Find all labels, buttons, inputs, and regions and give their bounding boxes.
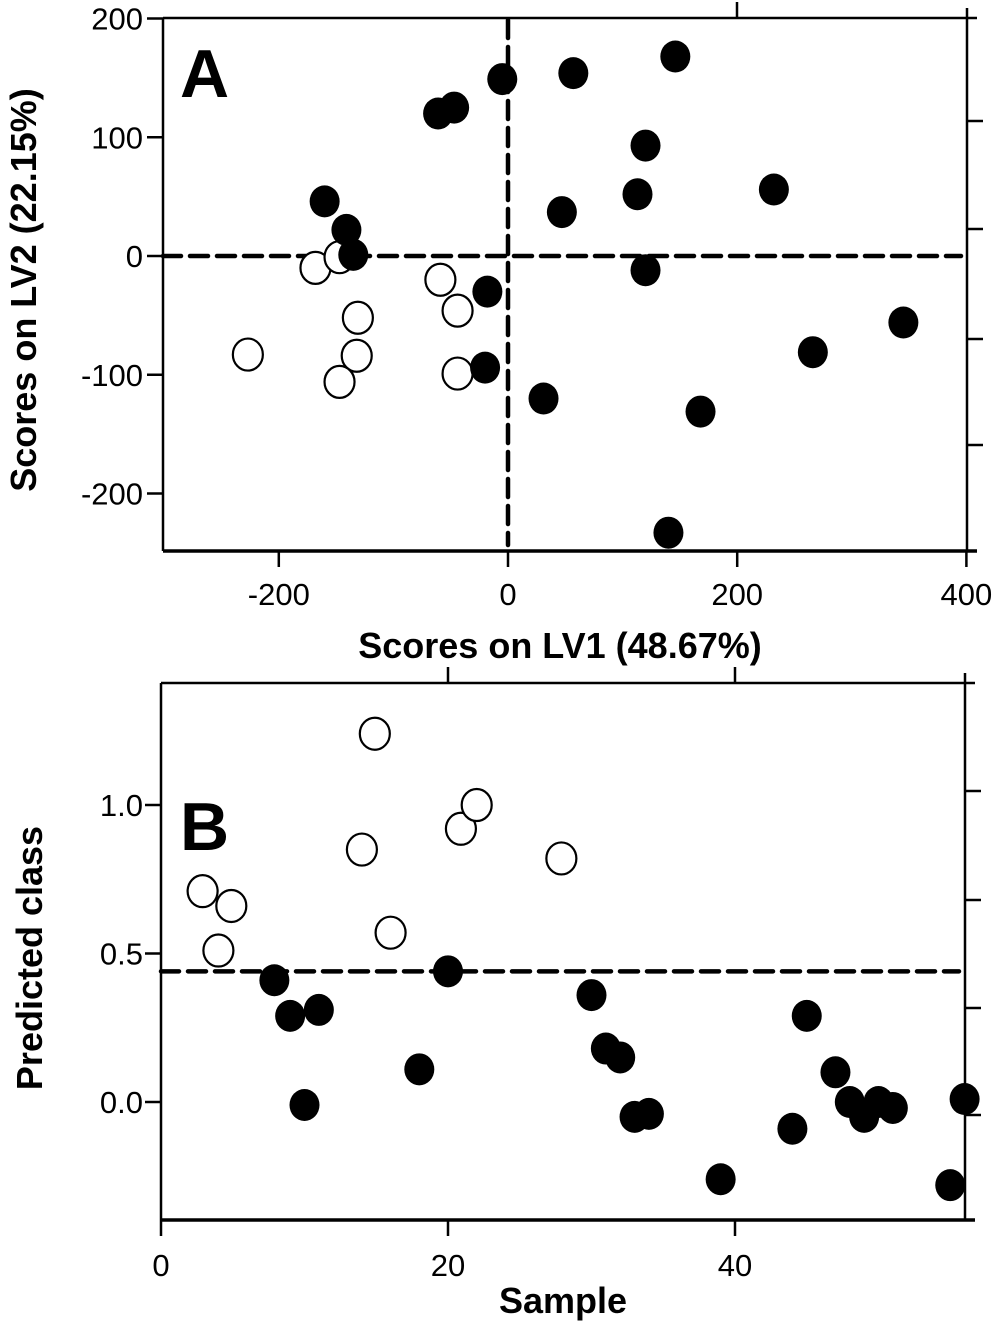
filled-circle-point [433,955,463,988]
filled-circle-point [758,173,789,206]
x-tick-label: 0 [499,577,516,612]
y-tick-label: -100 [81,358,143,393]
open-circle-point [186,874,219,909]
filled-circle-point [888,306,919,339]
panel-b-y-ticks: 0.0 0.5 1.0 [100,788,161,1120]
panel-a-points [231,40,919,549]
panel-b-prediction-plot: 0 20 40 0.0 0.5 1.0 B Sample Predicted class [9,667,981,1321]
panel-b-y-axis-title: Predicted class [9,826,50,1090]
filled-circle-point [949,1083,980,1116]
filled-circle-point [797,336,828,369]
filled-circle-point [546,196,577,229]
filled-circle-point [472,275,503,308]
open-circle-point [323,364,356,399]
filled-circle-point [685,395,716,428]
panel-b-x-axis-title: Sample [499,1280,627,1321]
filled-circle-point [404,1053,435,1086]
filled-circle-point [605,1041,636,1074]
filled-circle-point [777,1112,808,1145]
filled-circle-point [309,185,340,218]
open-circle-point [215,888,248,924]
open-circle-point [358,716,391,751]
open-circle-point [345,832,378,867]
x-tick-label: 40 [718,1248,752,1283]
filled-circle-point [331,213,362,246]
filled-circle-point [791,999,822,1032]
filled-circle-point [487,63,518,96]
filled-circle-point [470,351,501,384]
filled-circle-point [630,129,661,162]
panel-a-reference-lines [160,17,964,548]
filled-circle-point [528,382,559,415]
open-circle-point [441,293,474,328]
panel-b-points [186,716,980,1202]
y-tick-label: 200 [91,2,143,37]
filled-circle-point [289,1088,320,1121]
y-tick-label: 0.0 [100,1085,143,1120]
y-tick-label: 1.0 [100,788,143,823]
x-tick-label: -200 [248,577,310,612]
panel-a-y-ticks: -200 -100 0 100 200 [81,2,163,512]
open-circle-point [231,337,264,372]
panel-b-x-ticks: 0 20 40 [152,1220,752,1283]
filled-circle-point [558,57,589,90]
open-circle-point [341,300,374,335]
y-tick-label: 0.5 [100,937,143,972]
y-tick-label: 100 [91,120,143,155]
open-circle-point [441,356,474,391]
x-tick-label: 20 [431,1248,465,1283]
panel-a-scores-plot: -200 0 200 400 -200 -100 0 100 200 A Scores on … [3,2,992,667]
filled-circle-point [303,993,334,1026]
filled-circle-point [633,1097,664,1130]
open-circle-point [424,262,457,297]
open-circle-point [545,841,578,876]
filled-circle-point [877,1091,908,1124]
y-tick-label: -200 [81,477,143,512]
filled-circle-point [338,238,369,271]
open-circle-point [374,915,407,950]
panel-a-axes-frame [161,2,983,553]
open-circle-point [340,338,373,373]
filled-circle-point [630,254,661,287]
filled-circle-point [820,1056,851,1089]
filled-circle-point [660,40,691,73]
x-tick-label: 0 [152,1248,169,1283]
filled-circle-point [439,91,470,124]
open-circle-point [202,933,235,968]
filled-circle-point [653,516,684,549]
panel-a-label: A [180,36,229,112]
open-circle-point [460,787,493,823]
x-tick-label: 400 [941,577,993,612]
y-tick-label: 0 [126,239,143,274]
open-circle-point [444,811,478,846]
panel-b-label: B [180,789,229,865]
filled-circle-point [576,979,607,1012]
panel-a-y-axis-title: Scores on LV2 (22.15%) [3,88,44,492]
x-tick-label: 200 [711,577,763,612]
panel-a-x-ticks: -200 0 200 400 [248,551,992,612]
panel-b-axes-frame [159,667,981,1222]
filled-circle-point [935,1169,966,1202]
filled-circle-point [705,1163,736,1196]
filled-circle-point [259,964,290,997]
panel-a-x-axis-title: Scores on LV1 (48.67%) [358,625,762,666]
filled-circle-point [622,178,653,211]
filled-circle-point [275,999,306,1032]
